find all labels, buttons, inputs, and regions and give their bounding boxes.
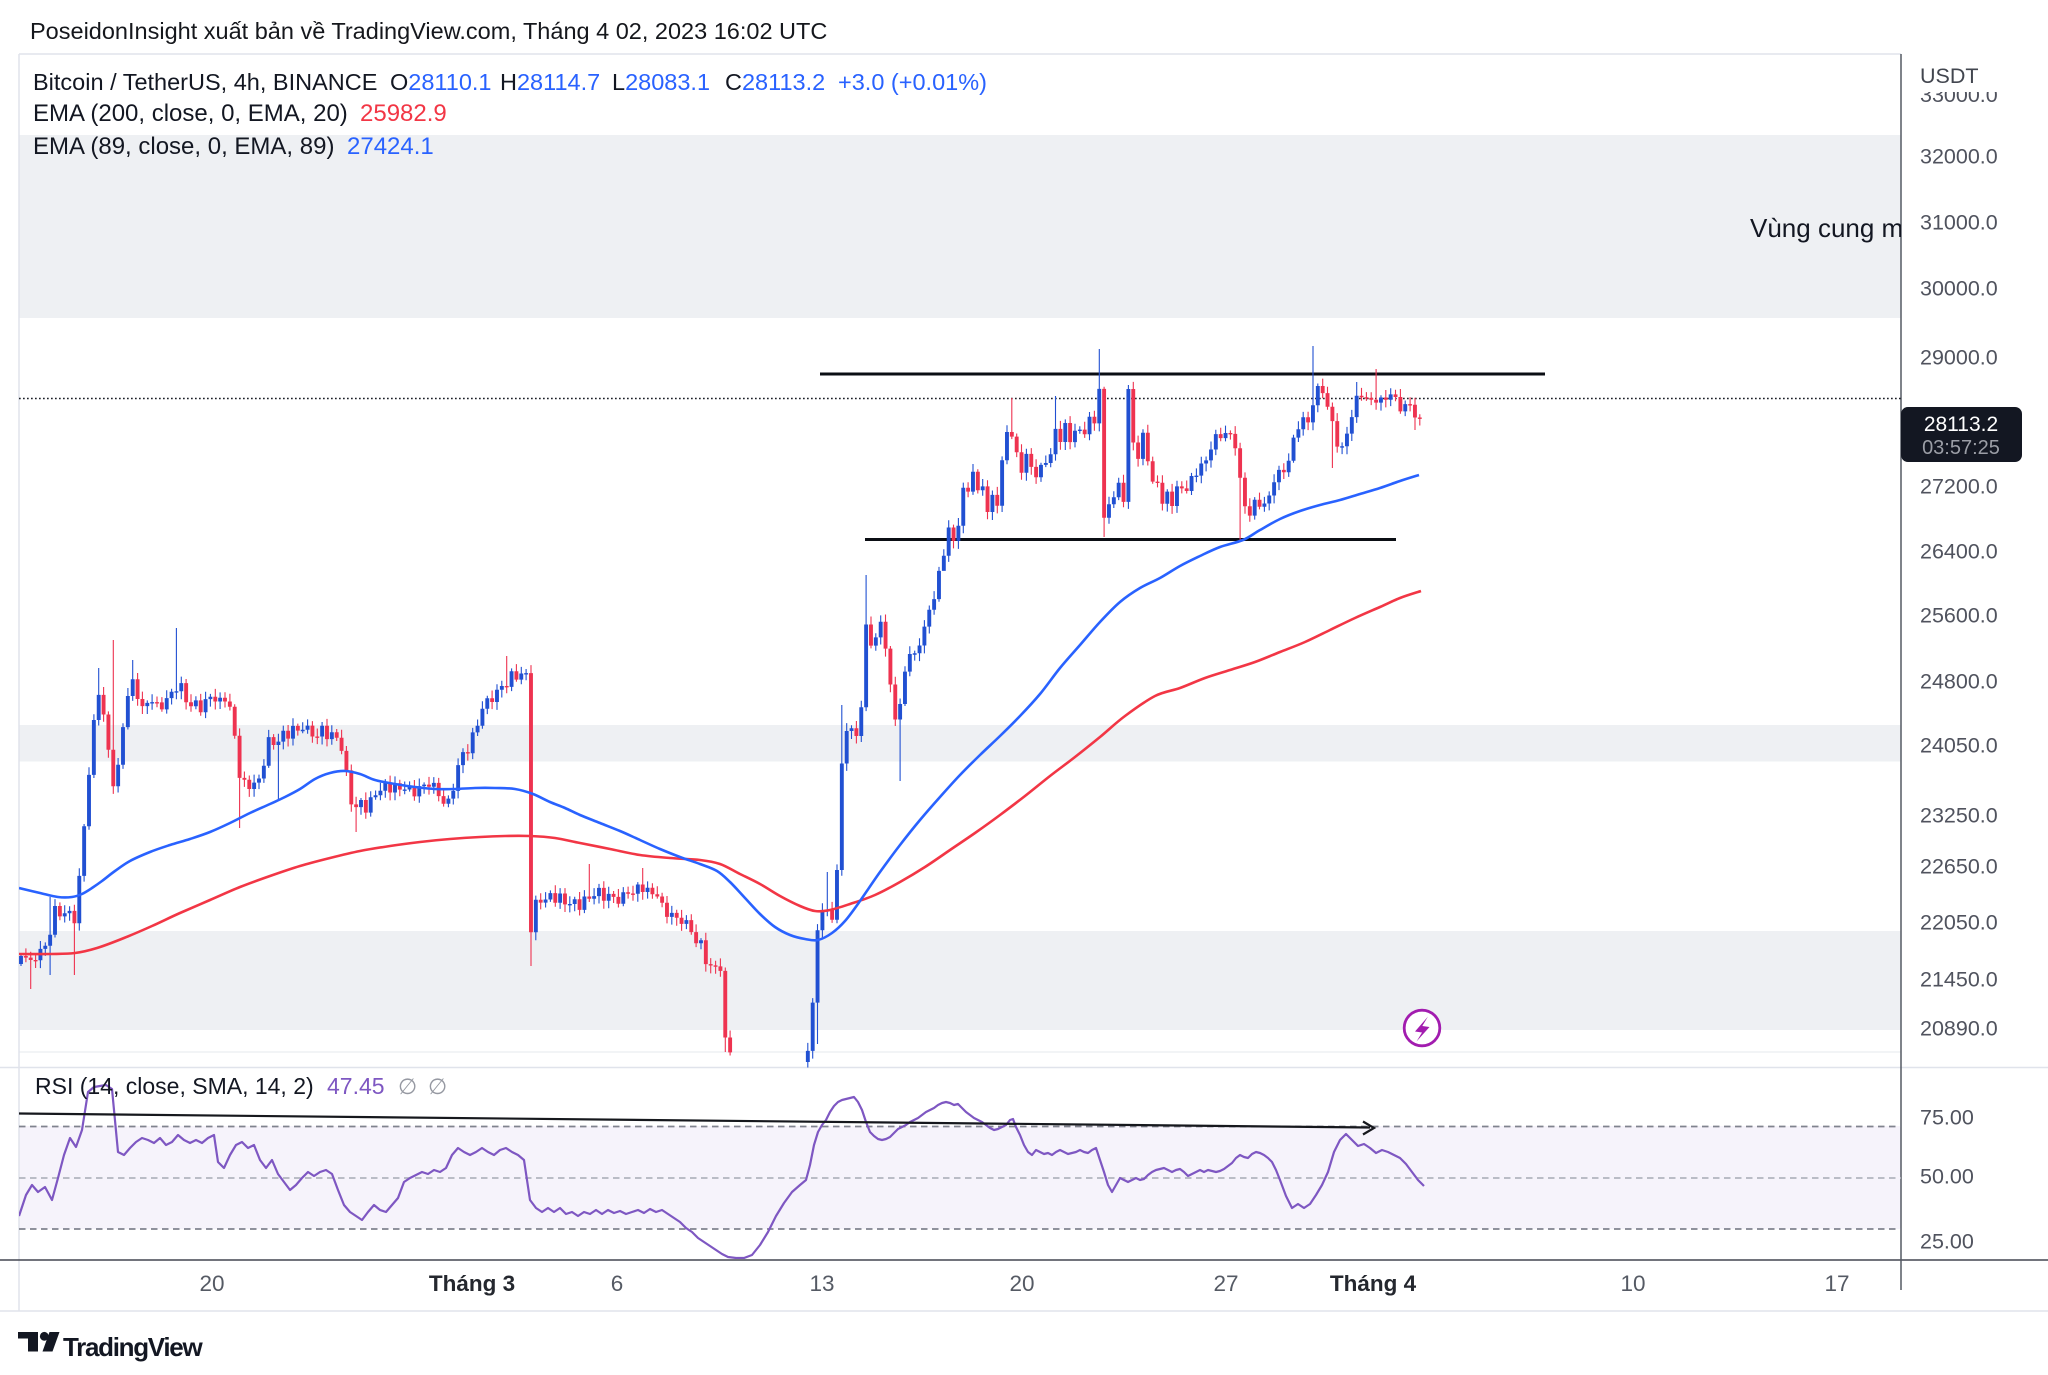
svg-text:27200.0: 27200.0 (1920, 475, 1998, 499)
svg-text:30000.0: 30000.0 (1920, 277, 1998, 301)
svg-text:31000.0: 31000.0 (1920, 211, 1998, 235)
svg-text:Bitcoin / TetherUS, 4h, BINANC: Bitcoin / TetherUS, 4h, BINANCE (33, 69, 377, 95)
svg-text:TradingView: TradingView (63, 1332, 203, 1362)
svg-text:29000.0: 29000.0 (1920, 346, 1998, 370)
svg-text:23250.0: 23250.0 (1920, 804, 1998, 828)
svg-text:24050.0: 24050.0 (1920, 734, 1998, 758)
svg-text:USDT: USDT (1920, 64, 1979, 88)
svg-text:75.00: 75.00 (1920, 1106, 1974, 1130)
svg-text:20: 20 (1009, 1271, 1034, 1296)
svg-text:C28113.2: C28113.2 (725, 69, 825, 95)
svg-text:EMA (89, close, 0, EMA, 89): EMA (89, close, 0, EMA, 89) (33, 133, 334, 160)
svg-text:+3.0 (+0.01%): +3.0 (+0.01%) (838, 69, 987, 95)
svg-text:17: 17 (1824, 1271, 1849, 1296)
svg-text:H28114.7: H28114.7 (500, 69, 600, 95)
svg-text:25982.9: 25982.9 (360, 100, 447, 127)
svg-text:03:57:25: 03:57:25 (1922, 437, 2000, 459)
svg-text:22650.0: 22650.0 (1920, 855, 1998, 879)
svg-text:27: 27 (1213, 1271, 1238, 1296)
svg-text:27424.1: 27424.1 (347, 133, 434, 160)
svg-text:EMA (200, close, 0, EMA, 20): EMA (200, close, 0, EMA, 20) (33, 100, 348, 127)
svg-text:32000.0: 32000.0 (1920, 145, 1998, 169)
svg-text:50.00: 50.00 (1920, 1165, 1974, 1189)
svg-text:Tháng 4: Tháng 4 (1330, 1271, 1417, 1296)
svg-text:Vùng cung mạnh: Vùng cung mạnh (1750, 213, 1947, 243)
svg-text:RSI (14, close, SMA, 14, 2): RSI (14, close, SMA, 14, 2) (35, 1073, 314, 1099)
svg-text:21450.0: 21450.0 (1920, 968, 1998, 992)
svg-text:20: 20 (199, 1271, 224, 1296)
svg-text:24800.0: 24800.0 (1920, 670, 1998, 694)
svg-text:6: 6 (611, 1271, 624, 1296)
svg-text:25600.0: 25600.0 (1920, 604, 1998, 628)
svg-text:10: 10 (1620, 1271, 1645, 1296)
svg-text:28113.2: 28113.2 (1924, 413, 1998, 436)
svg-text:∅: ∅ (428, 1074, 447, 1099)
svg-text:26400.0: 26400.0 (1920, 540, 1998, 564)
svg-text:25.00: 25.00 (1920, 1230, 1974, 1254)
svg-text:L28083.1: L28083.1 (612, 69, 710, 95)
svg-text:∅: ∅ (398, 1074, 417, 1099)
svg-text:O28110.1: O28110.1 (390, 69, 491, 95)
svg-text:47.45: 47.45 (327, 1073, 385, 1099)
svg-text:13: 13 (809, 1271, 834, 1296)
svg-text:Tháng 3: Tháng 3 (429, 1271, 515, 1296)
svg-text:22050.0: 22050.0 (1920, 911, 1998, 935)
svg-text:PoseidonInsight xuất bản về Tr: PoseidonInsight xuất bản về TradingView.… (30, 18, 827, 44)
svg-text:20890.0: 20890.0 (1920, 1017, 1998, 1041)
